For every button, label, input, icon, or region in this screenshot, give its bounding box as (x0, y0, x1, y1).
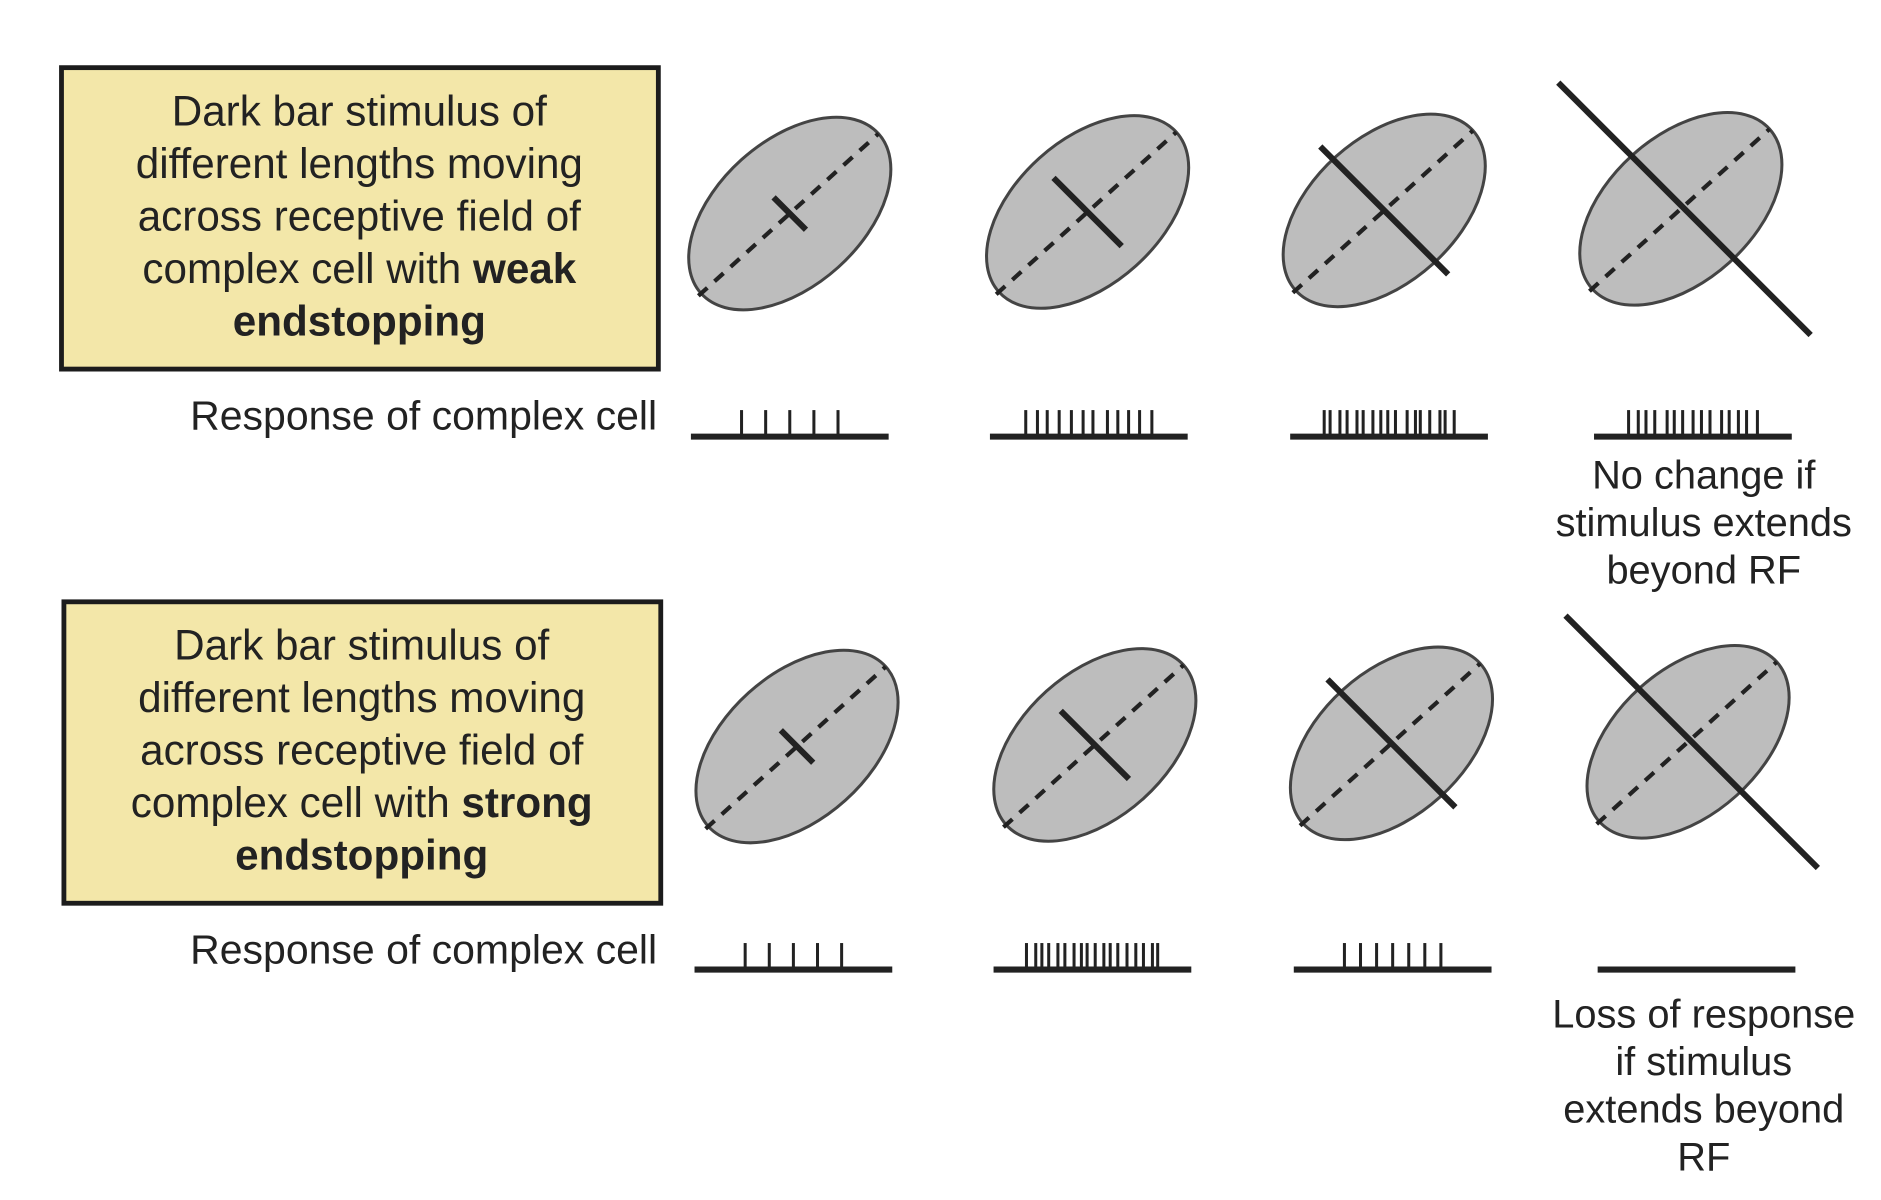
text-segment: Dark bar stimulus of (174, 622, 549, 669)
result-note-line: RF (1677, 1135, 1730, 1179)
text-segment: complex cell with (142, 245, 473, 292)
description-line: different lengths moving (136, 140, 583, 187)
dark-bar-stimulus (1563, 613, 1821, 871)
text-segment: complex cell with (131, 779, 462, 826)
description-line: endstopping (233, 297, 486, 344)
dark-bar-stimulus (771, 195, 809, 232)
result-note-line: stimulus extends (1556, 501, 1852, 545)
text-segment: Dark bar stimulus of (172, 88, 547, 135)
dark-bar-stimulus (1556, 80, 1813, 338)
stimulus-panel-3 (1281, 112, 1488, 440)
receptive-field-axis (696, 132, 880, 298)
description-line: across receptive field of (138, 192, 581, 239)
spike-train (993, 943, 1192, 973)
row-1: Dark bar stimulus of different lengths mo… (59, 65, 1852, 593)
text-segment: across receptive field of (138, 192, 581, 239)
text-segment: different lengths moving (136, 140, 583, 187)
stimulus-panel-4 (1563, 613, 1821, 973)
dark-bar-stimulus (1318, 144, 1451, 277)
description-line: endstopping (235, 831, 488, 878)
stimulus-panel-1 (687, 115, 893, 440)
result-note-line: Loss of response (1552, 992, 1855, 1036)
spike-train (694, 943, 893, 973)
result-note-line: extends beyond (1563, 1088, 1844, 1132)
description-line: complex cell with strong (131, 779, 593, 826)
description-line: across receptive field of (140, 727, 583, 774)
dark-bar-stimulus (1325, 677, 1458, 810)
description-box (59, 65, 661, 372)
response-label: Response of complex cell (190, 927, 657, 973)
text-segment: across receptive field of (140, 727, 583, 774)
dark-bar-stimulus (778, 728, 816, 765)
stimulus-panel-3 (1288, 645, 1495, 973)
stimulus-panel-4 (1556, 80, 1813, 440)
stimulus-panel-2 (985, 114, 1191, 440)
spike-train (1594, 410, 1792, 440)
receptive-field-axis (1298, 661, 1482, 828)
receptive-field-axis (704, 665, 888, 831)
spike-train (690, 410, 889, 440)
spike-train (1293, 943, 1492, 973)
stimulus-panel-1 (694, 648, 900, 973)
receptive-field-axis (1291, 129, 1475, 295)
emphasis-text: weak (472, 245, 577, 292)
result-note-line: if stimulus (1615, 1040, 1792, 1084)
emphasis-text: strong (461, 779, 592, 826)
description-box (61, 599, 664, 906)
spike-train (989, 410, 1188, 440)
response-label: Response of complex cell (190, 392, 657, 438)
dark-bar-stimulus (1058, 708, 1132, 782)
text-segment: different lengths moving (138, 674, 585, 721)
spike-train (1290, 410, 1488, 440)
description-line: complex cell with weak (142, 245, 576, 292)
description-line: Dark bar stimulus of (172, 88, 547, 135)
emphasis-text: endstopping (233, 297, 486, 344)
receptive-field-axis (994, 130, 1178, 296)
dark-bar-stimulus (1051, 175, 1124, 249)
receptive-field-axis (1588, 127, 1771, 293)
description-line: different lengths moving (138, 674, 585, 721)
description-line: Dark bar stimulus of (174, 622, 549, 669)
receptive-field-axis (1595, 660, 1779, 826)
row-2: Dark bar stimulus of different lengths mo… (61, 599, 1855, 1179)
result-note-line: beyond RF (1606, 549, 1801, 593)
receptive-field-axis (1002, 663, 1185, 829)
stimulus-panel-2 (992, 647, 1198, 973)
result-note-line: No change if (1592, 453, 1816, 497)
emphasis-text: endstopping (235, 831, 488, 878)
